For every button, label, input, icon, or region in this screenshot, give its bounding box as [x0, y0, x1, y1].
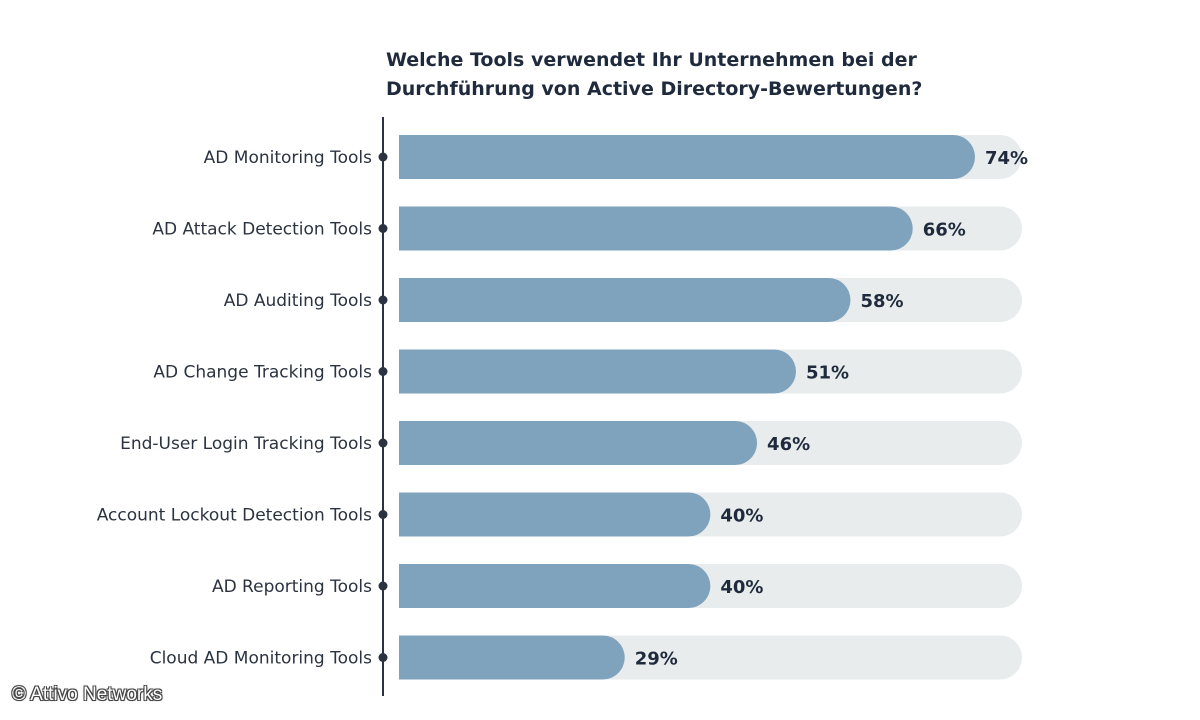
value-label: 40%	[720, 577, 763, 598]
category-label: AD Reporting Tools	[212, 577, 372, 597]
bar	[399, 564, 711, 608]
axis-tick-dot	[378, 295, 388, 305]
axis-tick-dot	[378, 367, 388, 376]
value-label: 74%	[985, 148, 1028, 169]
axis-tick-dot	[378, 438, 388, 448]
bar	[399, 135, 975, 179]
bar	[399, 278, 851, 322]
bar	[399, 421, 758, 465]
bar	[399, 349, 796, 394]
value-label: 29%	[635, 649, 678, 670]
axis-tick-dot	[378, 581, 388, 591]
chart-title-line-2: Durchführung von Active Directory-Bewert…	[386, 78, 923, 100]
axis-tick-dot	[378, 653, 388, 662]
copyright-watermark: © Attivo Networks	[12, 684, 163, 705]
bar	[399, 206, 913, 251]
bar	[399, 635, 625, 680]
value-label: 40%	[720, 506, 763, 527]
axis-tick-dot	[378, 510, 388, 519]
category-label: AD Attack Detection Tools	[152, 220, 372, 240]
category-label: AD Monitoring Tools	[204, 148, 372, 168]
value-label: 66%	[923, 220, 966, 241]
axis-tick-dot	[378, 152, 388, 162]
category-label: AD Auditing Tools	[224, 291, 372, 311]
chart-title-line-1: Welche Tools verwendet Ihr Unternehmen b…	[386, 49, 917, 71]
category-label: Account Lockout Detection Tools	[97, 506, 372, 526]
chart-title: Welche Tools verwendet Ihr Unternehmen b…	[386, 46, 1006, 104]
axis-tick-dot	[378, 224, 388, 233]
bar	[399, 492, 711, 537]
value-label: 46%	[767, 434, 810, 455]
category-label: AD Change Tracking Tools	[153, 363, 372, 383]
value-label: 58%	[860, 291, 903, 312]
value-label: 51%	[806, 363, 849, 384]
category-label: End-User Login Tracking Tools	[120, 434, 372, 454]
category-label: Cloud AD Monitoring Tools	[150, 649, 372, 669]
